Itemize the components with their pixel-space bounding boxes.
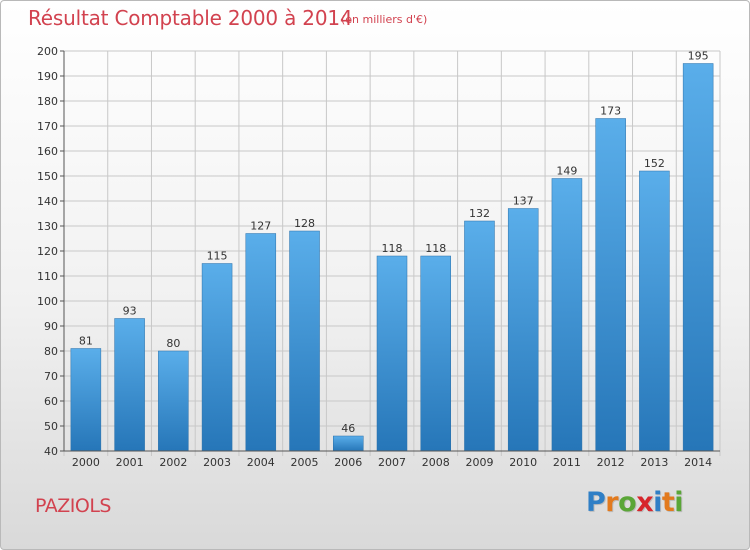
chart-subtitle: (en milliers d'€): [341, 13, 428, 26]
y-tick-label: 50: [44, 420, 58, 433]
x-tick-label: 2005: [291, 456, 319, 469]
y-tick-label: 150: [37, 170, 58, 183]
data-label: 115: [207, 250, 228, 263]
y-tick-label: 70: [44, 370, 58, 383]
bar: [507, 208, 539, 452]
bar: [245, 233, 277, 452]
data-label: 81: [79, 335, 93, 348]
bar: [639, 170, 670, 452]
logo-letter: i: [653, 487, 662, 518]
x-tick-label: 2002: [159, 456, 187, 469]
axes: 40 50 60 70 80 90 100 110 120 130 140 150 160 170 180 1…: [37, 45, 720, 469]
bars: 81 93 80 115 127 128 46 118 118 132 137 149 173 152 19…: [70, 50, 714, 452]
data-label: 137: [513, 195, 534, 208]
x-tick-label: 2000: [72, 456, 100, 469]
bar: [682, 63, 714, 452]
x-tick-label: 2001: [116, 456, 144, 469]
bar: [551, 178, 583, 452]
x-tick-label: 2009: [465, 456, 493, 469]
data-label: 149: [556, 165, 577, 178]
y-tick-label: 200: [37, 45, 58, 58]
y-tick-label: 80: [44, 345, 58, 358]
data-label: 93: [123, 305, 137, 318]
logo-letter: i: [674, 487, 684, 518]
y-tick-label: 180: [37, 95, 58, 108]
logo-letter: o: [618, 487, 637, 518]
proxiti-logo: Proxiti: [586, 487, 684, 518]
x-tick-label: 2004: [247, 456, 275, 469]
y-tick-label: 120: [37, 245, 58, 258]
x-tick-label: 2007: [378, 456, 406, 469]
logo-letter: P: [586, 487, 606, 518]
bar: [289, 230, 320, 452]
chart-title: Résultat Comptable 2000 à 2014: [28, 6, 353, 30]
bar: [595, 118, 626, 452]
x-tick-label: 2006: [334, 456, 362, 469]
data-label: 195: [688, 50, 709, 63]
data-label: 118: [382, 242, 403, 255]
x-tick-label: 2008: [422, 456, 450, 469]
x-tick-label: 2013: [640, 456, 668, 469]
x-tick-label: 2012: [597, 456, 625, 469]
y-tick-label: 140: [37, 195, 58, 208]
bar: [420, 255, 451, 452]
logo-letter: r: [605, 487, 619, 518]
data-label: 127: [250, 220, 271, 233]
bar: [333, 435, 364, 452]
commune-name: PAZIOLS: [35, 495, 111, 517]
y-tick-label: 40: [44, 445, 58, 458]
y-tick-label: 100: [37, 295, 58, 308]
y-tick-label: 160: [37, 145, 58, 158]
bar: [201, 263, 233, 452]
y-tick-label: 60: [44, 395, 58, 408]
data-label: 128: [294, 217, 315, 230]
data-label: 118: [425, 242, 446, 255]
data-label: 132: [469, 207, 490, 220]
bar: [70, 348, 102, 452]
bar: [114, 318, 145, 452]
data-label: 152: [644, 157, 665, 170]
data-label: 46: [341, 422, 355, 435]
y-tick-label: 110: [37, 270, 58, 283]
y-tick-label: 170: [37, 120, 58, 133]
y-tick-label: 190: [37, 70, 58, 83]
y-tick-label: 90: [44, 320, 58, 333]
bar: [158, 350, 189, 452]
x-tick-label: 2014: [684, 456, 712, 469]
x-tick-label: 2003: [203, 456, 231, 469]
y-tick-label: 130: [37, 220, 58, 233]
bar: [464, 220, 495, 452]
data-label: 173: [600, 105, 621, 118]
data-label: 80: [166, 337, 180, 350]
x-tick-label: 2010: [509, 456, 537, 469]
logo-letter: t: [661, 487, 675, 518]
logo-letter: x: [636, 487, 654, 518]
x-tick-label: 2011: [553, 456, 581, 469]
bar: [376, 255, 408, 452]
